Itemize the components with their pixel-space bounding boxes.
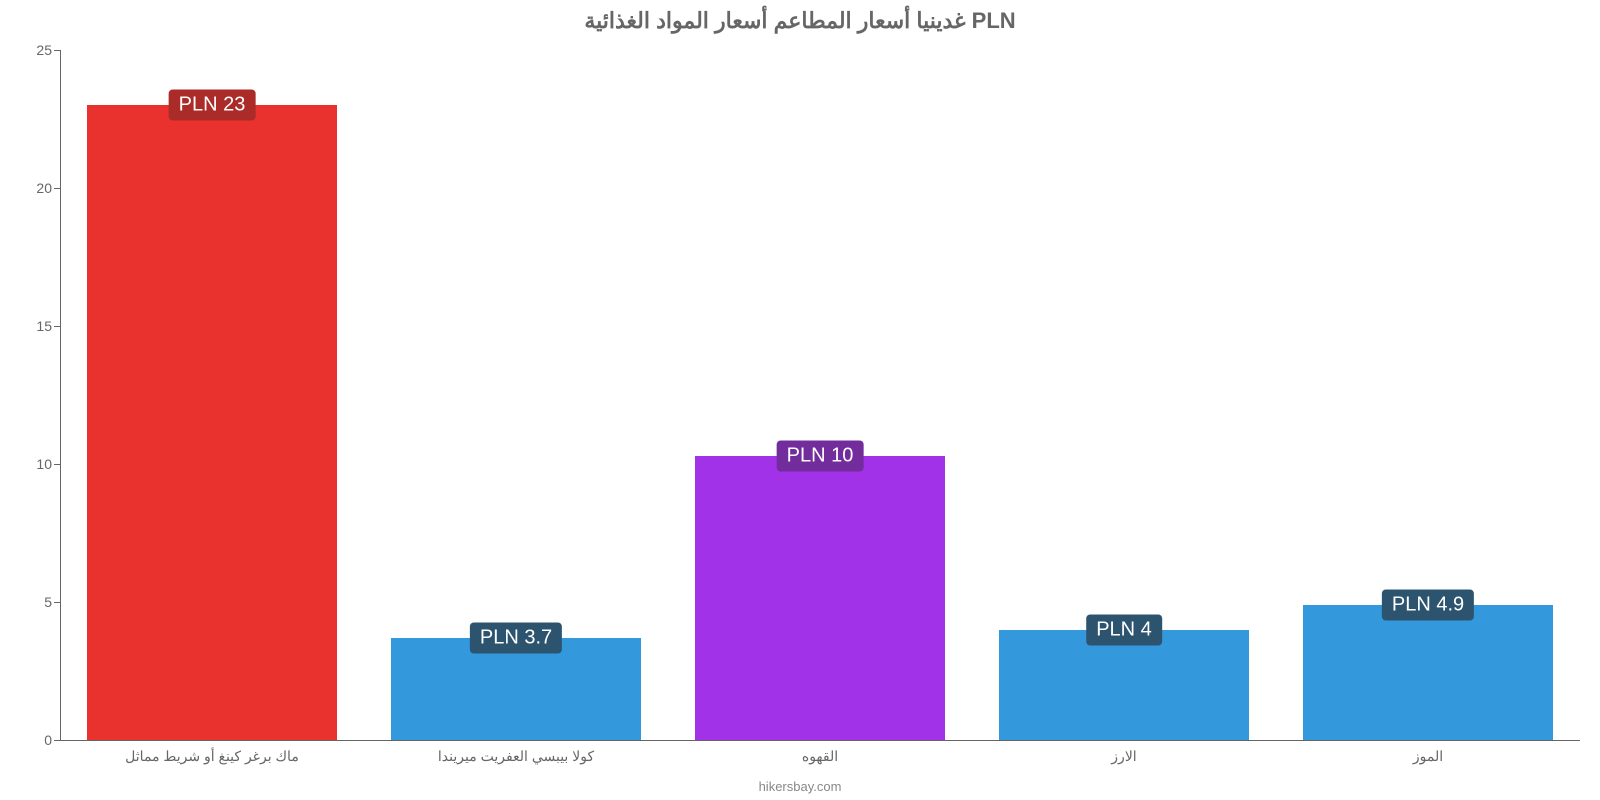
bar-value-label: PLN 23: [169, 90, 256, 121]
y-tick-label: 0: [44, 732, 60, 748]
x-tick-label: الارز: [1111, 740, 1136, 765]
x-tick-label: القهوه: [802, 740, 838, 765]
bar-value-label: PLN 10: [777, 440, 864, 471]
y-tick-label: 25: [36, 42, 60, 58]
chart-footer: hikersbay.com: [0, 779, 1600, 794]
price-chart: غدينيا أسعار المطاعم أسعار المواد الغذائ…: [0, 0, 1600, 800]
chart-title: غدينيا أسعار المطاعم أسعار المواد الغذائ…: [0, 0, 1600, 38]
y-tick-label: 10: [36, 456, 60, 472]
bar: [999, 630, 1248, 740]
bar: [1303, 605, 1552, 740]
x-tick-label: ماك برغر كينغ أو شريط مماثل: [125, 740, 299, 765]
y-axis: [60, 50, 61, 740]
y-tick-label: 15: [36, 318, 60, 334]
bar: [695, 456, 944, 740]
y-tick-label: 5: [44, 594, 60, 610]
x-tick-label: الموز: [1413, 740, 1443, 765]
x-tick-label: كولا بيبسي العفريت ميريندا: [438, 740, 594, 765]
y-tick-label: 20: [36, 180, 60, 196]
bar-value-label: PLN 4.9: [1382, 589, 1474, 620]
bar-value-label: PLN 3.7: [470, 622, 562, 653]
bar: [87, 105, 336, 740]
bar-value-label: PLN 4: [1086, 614, 1162, 645]
plot-area: 0510152025PLN 23ماك برغر كينغ أو شريط مم…: [60, 50, 1580, 740]
